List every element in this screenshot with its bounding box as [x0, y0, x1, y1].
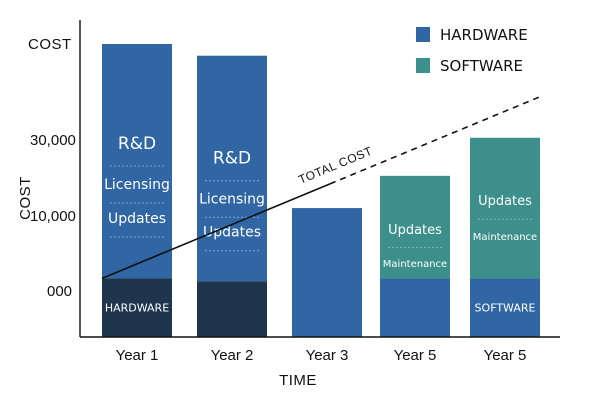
trend-line: [101, 183, 331, 280]
segment-label: Licensing: [199, 192, 265, 208]
x-tick-label: Year 1: [116, 347, 159, 364]
bar: R&D Licensing Updates HARDWARE: [102, 44, 172, 337]
y-tick-label: 000: [47, 283, 72, 300]
bar-segment: [292, 208, 362, 337]
y-axis-top-title: COST: [28, 36, 72, 53]
legend-swatch: [416, 58, 430, 73]
bar-segment: [470, 137, 540, 279]
base-segment-label: HARDWARE: [105, 302, 169, 315]
bar: Updates Maintenance SOFTWARE: [470, 137, 540, 337]
legend-label: SOFTWARE: [440, 57, 523, 75]
x-tick-label: Year 2: [211, 347, 254, 364]
legend-label: HARDWARE: [440, 26, 528, 44]
segment-label: Licensing: [104, 177, 170, 193]
axis-lines: [79, 20, 560, 338]
segment-label: Updates: [203, 225, 261, 241]
category-labels: Year 1 Year 2 Year 3 Year 5 Year 5: [116, 347, 527, 364]
bar-base-segment: [380, 278, 450, 337]
legend-swatch: [416, 27, 430, 42]
segment-label: Updates: [478, 194, 532, 209]
bar-base-segment: [470, 278, 540, 337]
x-tick-label: Year 3: [306, 347, 349, 364]
y-tick-label: 10,000: [30, 208, 76, 225]
segment-label: Updates: [388, 223, 442, 238]
bar-segment: [197, 55, 267, 282]
bars: R&D Licensing Updates HARDWARE R&D Licensing U…: [102, 44, 540, 337]
x-axis-title: TIME: [279, 372, 317, 389]
segment-label: Maintenance: [473, 232, 537, 243]
trend-label: TOTAL COST: [296, 144, 374, 187]
bar-segment: [102, 44, 172, 279]
segment-label: R&D: [213, 149, 251, 169]
segment-label: Maintenance: [383, 259, 447, 270]
y-axis-title: COST: [17, 176, 34, 220]
axes: COST COST TIME 30,000 10,000 000: [17, 36, 317, 389]
base-segment-label: SOFTWARE: [475, 302, 536, 315]
legend: HARDWARE SOFTWARE: [416, 26, 528, 75]
bar: [292, 208, 362, 337]
y-tick-label: 30,000: [30, 132, 76, 149]
bar-base-segment: [102, 278, 172, 337]
trend-line-dashed: [329, 96, 541, 185]
segment-label: Updates: [108, 211, 166, 227]
x-tick-label: Year 5: [484, 347, 527, 364]
bar: Updates Maintenance: [380, 175, 450, 337]
bar-segment: [380, 175, 450, 279]
bar-base-segment: [197, 281, 267, 337]
segment-label: R&D: [118, 134, 156, 154]
bar: R&D Licensing Updates: [197, 55, 267, 337]
x-tick-label: Year 5: [394, 347, 437, 364]
